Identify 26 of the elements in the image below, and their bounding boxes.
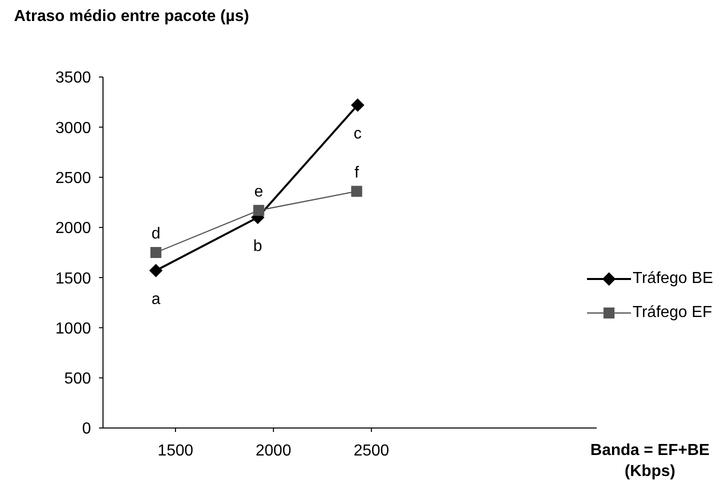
annotation: b [253,238,262,255]
annotation: c [354,125,362,142]
legend-label: Tráfego BE [632,270,713,288]
x-tick-label: 1500 [158,442,194,460]
x-tick-label: 2000 [256,442,292,460]
x-axis-title: Banda = EF+BE (Kbps) [589,441,711,482]
y-tick-label: 2000 [55,220,92,238]
annotation: a [151,290,160,308]
annotation: e [254,183,264,200]
y-tick-label: 3500 [55,70,92,87]
y-tick-label: 0 [82,420,92,438]
point [150,247,162,258]
y-tick-label: 500 [64,370,92,388]
annotation: d [151,226,160,242]
y-axis-title: Atraso médio entre pacote (µs) [14,8,250,26]
legend-label: Tráfego EF [632,304,712,322]
point [253,204,264,216]
y-tick-label: 1000 [55,320,92,338]
y-tick-label: 2500 [55,170,92,187]
x-tick-label: 2500 [354,442,390,460]
annotation: f [354,164,360,182]
point [351,186,362,197]
point [149,264,162,278]
y-tick-label: 3000 [55,120,92,137]
point [351,98,364,112]
y-tick-label: 1500 [55,270,92,288]
